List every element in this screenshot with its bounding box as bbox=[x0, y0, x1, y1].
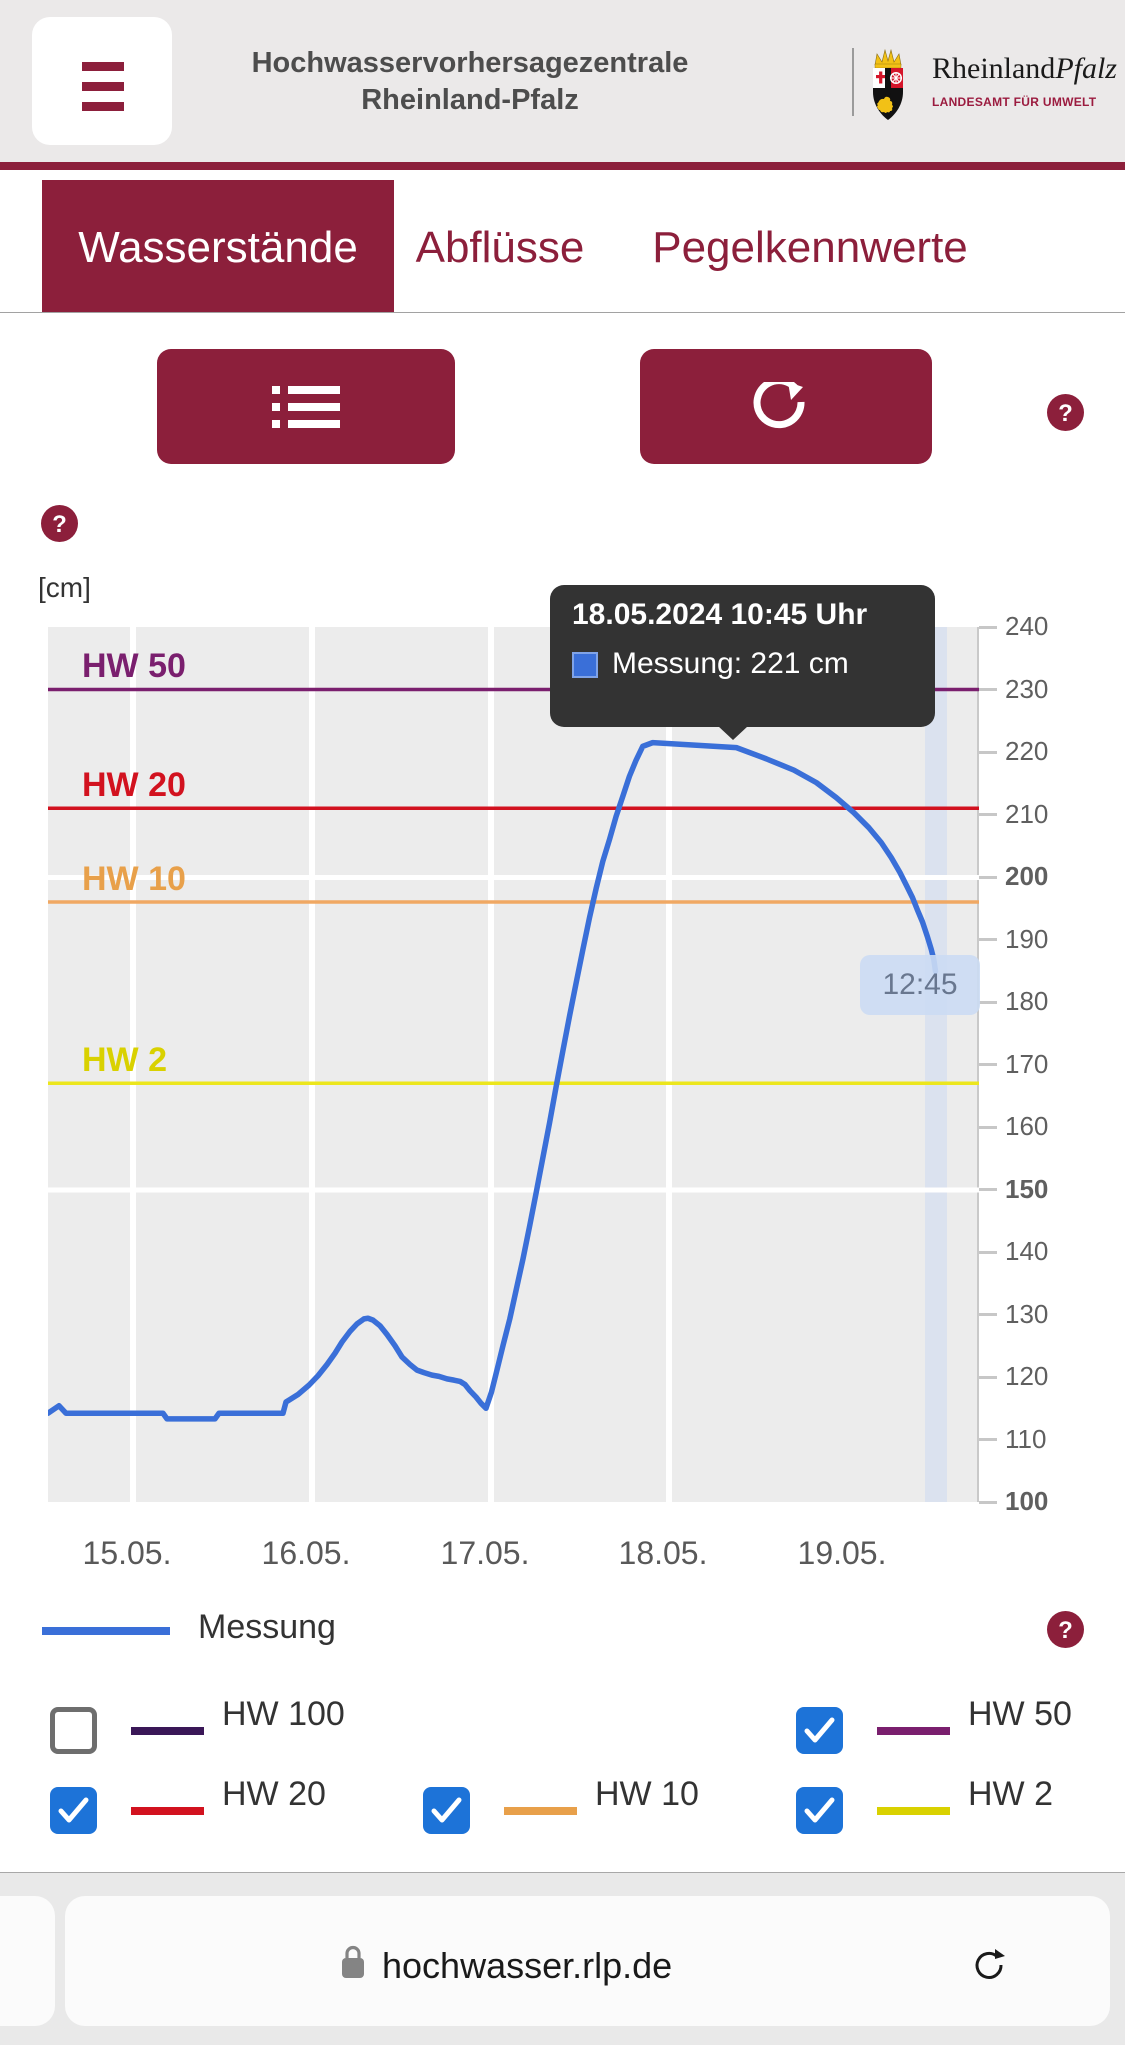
svg-text:?: ? bbox=[1058, 1617, 1073, 1644]
svg-text:?: ? bbox=[52, 511, 67, 538]
svg-text:?: ? bbox=[1058, 400, 1073, 427]
